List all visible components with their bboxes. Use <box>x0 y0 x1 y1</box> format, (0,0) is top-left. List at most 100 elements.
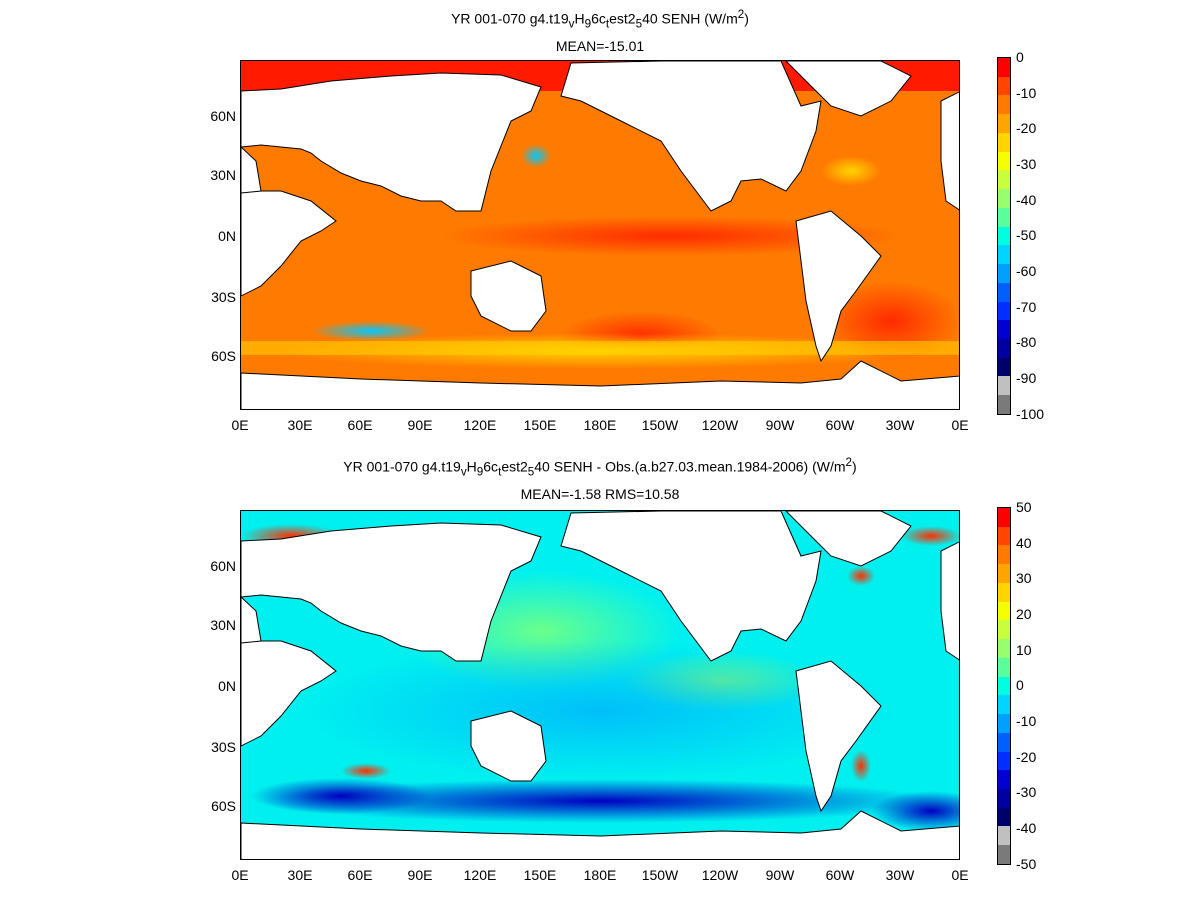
colorbar-label: -40 <box>1016 820 1037 836</box>
lon-label: 150W <box>641 417 679 433</box>
colorbar-segment <box>998 732 1010 752</box>
field-blob <box>521 144 551 168</box>
colorbar-label: -80 <box>1016 334 1037 350</box>
panel-title: YR 001-070 g4.t19vH96ctest2540 SENH - Ob… <box>0 456 1200 478</box>
colorbar-label: 30 <box>1016 570 1032 586</box>
colorbar-label: -20 <box>1016 120 1037 136</box>
title-prefix: YR 001-070 g4.t19 <box>343 458 461 475</box>
title-sub: 5 <box>635 17 643 31</box>
lon-label: 0E <box>231 867 249 883</box>
lat-label: 60S <box>211 798 236 814</box>
title-sub: 9 <box>476 465 484 479</box>
colorbar-segment <box>998 207 1010 227</box>
colorbar-segment <box>998 395 1010 414</box>
title-part: H <box>466 458 477 475</box>
colorbar-segment <box>998 226 1010 246</box>
lat-label: 60N <box>210 108 236 124</box>
colorbar-segment <box>998 132 1010 152</box>
landmass <box>241 190 337 297</box>
colorbar-segment <box>998 320 1010 340</box>
lon-label: 150W <box>641 867 679 883</box>
colorbar-label: -50 <box>1016 227 1037 243</box>
lon-label: 120W <box>701 417 739 433</box>
lon-label: 120E <box>463 867 497 883</box>
lon-label: 60W <box>825 867 855 883</box>
colorbar-segment <box>998 339 1010 358</box>
title-part: ) <box>852 458 857 475</box>
field-blob <box>901 526 959 546</box>
landmass <box>241 360 959 409</box>
title-part: 6c <box>483 458 499 475</box>
title-sub: t <box>498 465 502 479</box>
field-blob <box>851 750 871 782</box>
title-sub: v <box>568 17 575 31</box>
colorbar-segment <box>998 807 1010 827</box>
lon-label: 60E <box>347 417 373 433</box>
title-part: 40 SENH (W/m <box>642 10 738 27</box>
lon-label: 150E <box>523 867 557 883</box>
title-sup: 2 <box>845 456 853 469</box>
colorbar-segment <box>998 114 1010 133</box>
field-blob <box>871 791 959 831</box>
map-plot-bottom <box>240 510 960 860</box>
colorbar-segment <box>998 676 1010 696</box>
colorbar-segment <box>998 714 1010 733</box>
title-part: est2 <box>609 10 636 27</box>
lon-label: 90W <box>765 417 795 433</box>
landmass <box>560 61 822 212</box>
lat-label: 30S <box>211 739 236 755</box>
colorbar-segment <box>998 76 1010 96</box>
title-part: est2 <box>501 458 528 475</box>
colorbar-segment <box>998 301 1010 321</box>
colorbar-segment <box>998 526 1010 546</box>
lat-label: 60N <box>210 558 236 574</box>
landmass <box>241 640 337 747</box>
lon-label: 60E <box>347 867 373 883</box>
map-svg <box>241 511 959 859</box>
lon-label: 120W <box>701 867 739 883</box>
lon-label: 0E <box>951 417 969 433</box>
landmass <box>241 810 959 859</box>
colorbar-segment <box>998 545 1010 565</box>
panel-subtitle: MEAN=-15.01 <box>555 38 645 54</box>
lat-label: 0N <box>218 678 236 694</box>
title-part: 40 SENH - Obs.(a.b27.03.mean.1984-2006) … <box>534 458 846 475</box>
landmass <box>241 72 542 212</box>
colorbar-segment <box>998 189 1010 208</box>
colorbar-label: -50 <box>1016 856 1037 872</box>
landmass <box>940 541 959 661</box>
field-blob <box>847 566 875 586</box>
landmass <box>785 511 912 567</box>
title-sub: v <box>460 465 467 479</box>
panel-title: YR 001-070 g4.t19vH96ctest2540 SENH (W/m… <box>0 8 1200 30</box>
colorbar-segment <box>998 789 1010 808</box>
title-sup: 2 <box>737 8 745 21</box>
colorbar-label: -30 <box>1016 784 1037 800</box>
lon-label: 0E <box>231 417 249 433</box>
colorbar-label: 0 <box>1016 677 1024 693</box>
field-blob <box>441 216 901 256</box>
lon-label: 30W <box>885 867 915 883</box>
title-sub: t <box>605 17 610 31</box>
colorbar-segment <box>998 95 1010 115</box>
title-sub: 9 <box>584 17 592 31</box>
colorbar-segment <box>998 245 1010 265</box>
colorbar-segment <box>998 508 1010 527</box>
landmass <box>940 91 959 211</box>
colorbar-segment <box>998 770 1010 790</box>
landmass <box>241 596 262 644</box>
title-part: 6c <box>591 10 606 27</box>
colorbar-label: 40 <box>1016 535 1032 551</box>
lon-label: 180E <box>583 867 617 883</box>
colorbar-segment <box>998 620 1010 640</box>
lon-label: 90E <box>407 417 433 433</box>
colorbar-label: -40 <box>1016 192 1037 208</box>
colorbar-label: 10 <box>1016 642 1032 658</box>
lat-label: 30S <box>211 289 236 305</box>
lon-label: 120E <box>463 417 497 433</box>
southern-band <box>241 341 959 355</box>
field-blob <box>821 156 881 186</box>
title-part: ) <box>744 10 749 27</box>
map-plot-top <box>240 60 960 410</box>
colorbar-segment <box>998 264 1010 283</box>
